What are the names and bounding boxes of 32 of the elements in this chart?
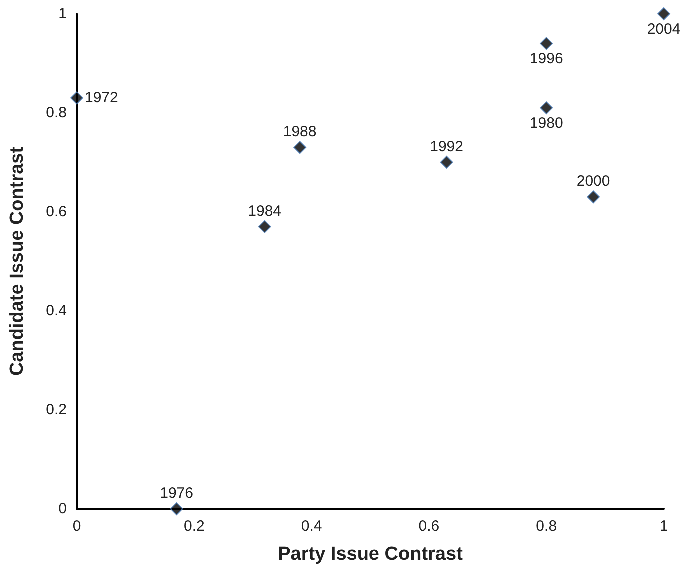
point [294,141,307,154]
annotation: 2000 [576,173,610,190]
point [540,37,554,50]
x-axis-title: Party Issue Contrast [278,544,464,565]
y-tick-label: 0.2 [46,402,67,418]
point [658,8,670,20]
x-tick-label: 1 [660,518,668,535]
x-tick-label: 0.2 [184,518,205,535]
y-tick-label: 0.8 [46,104,67,122]
annotation: 1992 [430,138,464,156]
y-tick-label: 0.4 [46,302,67,320]
y-tick-label: 0 [58,500,67,518]
y-tick-label: 0.6 [46,204,67,220]
annotation: 1980 [530,115,564,132]
point [70,92,84,105]
x-tick-label: 0.8 [536,518,558,535]
annotation: 1972 [85,90,118,107]
point [440,156,454,169]
point [540,102,554,115]
annotation: 1976 [160,485,194,502]
y-tick-label: 1 [58,6,67,22]
annotation: 1984 [248,202,282,220]
y-axis-title: Candidate Issue Contrast [7,146,28,376]
x-tick-label: 0 [72,518,82,535]
annotation: 2004 [647,21,681,38]
annotation: 1996 [530,50,564,68]
point [170,502,184,516]
point [587,190,600,204]
x-tick-label: 0.6 [418,518,440,535]
annotation: 1988 [283,124,317,141]
point [258,220,272,234]
x-tick-label: 0.4 [301,518,322,535]
